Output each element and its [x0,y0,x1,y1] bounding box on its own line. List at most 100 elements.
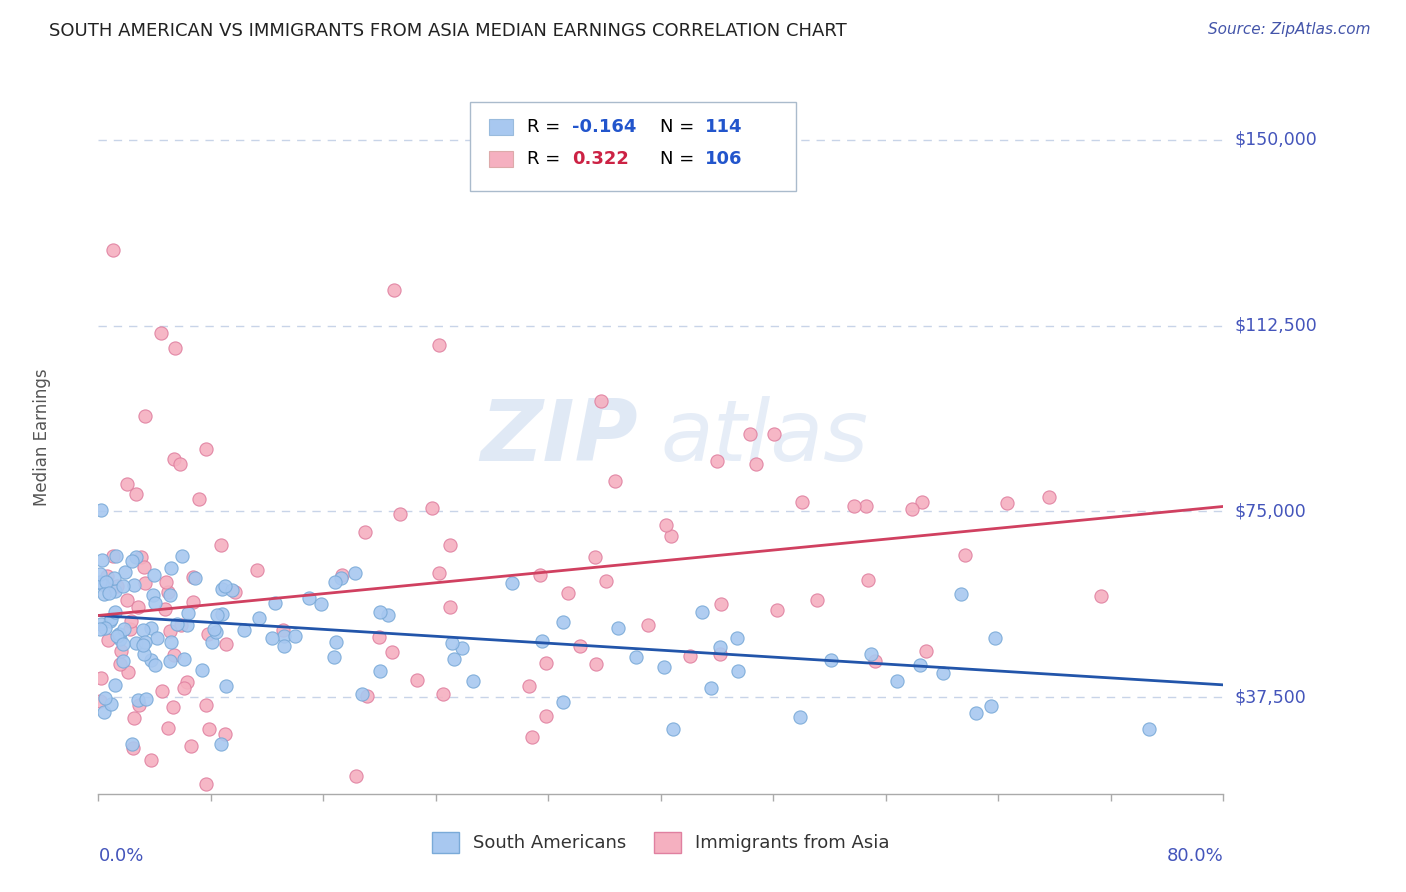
Text: SOUTH AMERICAN VS IMMIGRANTS FROM ASIA MEDIAN EARNINGS CORRELATION CHART: SOUTH AMERICAN VS IMMIGRANTS FROM ASIA M… [49,22,846,40]
Point [443,652,465,666]
Point [143,596,166,610]
Point [195,777,218,791]
Point [146,631,169,645]
Point [89,574,111,589]
Point [740,426,762,441]
Text: N =: N = [659,118,700,136]
Point [96,580,118,594]
Point [134,576,156,591]
Point [440,636,463,650]
Point [659,529,682,543]
Point [322,649,344,664]
Text: atlas: atlas [661,395,869,479]
Text: 0.322: 0.322 [572,150,628,168]
Point [583,550,606,565]
Point [356,689,378,703]
Point [221,582,243,597]
Text: $75,000: $75,000 [1234,502,1306,520]
Point [381,645,404,659]
Point [100,698,122,712]
Point [914,644,936,658]
Point [700,681,723,695]
Point [522,730,544,744]
Point [432,687,454,701]
Point [725,631,748,645]
Point [93,705,115,719]
Point [844,499,866,513]
Point [159,654,181,668]
Text: R =: R = [527,150,567,168]
Point [984,631,1007,645]
Point [90,503,112,517]
Point [162,700,184,714]
Point [143,657,166,672]
Point [108,627,131,641]
Point [710,597,733,611]
Text: $150,000: $150,000 [1234,131,1317,149]
Point [122,711,145,725]
Text: 114: 114 [704,118,742,136]
Point [706,453,728,467]
Point [134,634,156,648]
Point [370,665,392,679]
Point [662,722,685,736]
Point [553,695,575,709]
Point [111,637,134,651]
Point [607,621,630,635]
Point [94,621,117,635]
Point [325,634,347,648]
Point [125,636,148,650]
Point [103,571,125,585]
Text: $37,500: $37,500 [1234,689,1306,706]
Point [820,653,842,667]
Point [105,579,128,593]
Point [273,639,295,653]
Point [233,623,256,637]
Point [104,678,127,692]
Point [184,570,207,584]
Point [124,549,146,564]
Point [932,666,955,681]
Point [247,611,270,625]
Point [368,631,391,645]
Point [382,283,405,297]
Point [100,612,122,626]
Point [181,569,204,583]
Point [405,673,427,688]
Point [344,769,367,783]
Point [127,599,149,614]
Point [215,680,238,694]
Text: R =: R = [527,118,567,136]
Point [197,627,219,641]
Text: -0.164: -0.164 [572,118,637,136]
Point [215,637,238,651]
Text: 80.0%: 80.0% [1167,847,1223,865]
Point [190,663,212,677]
Point [534,709,557,723]
Point [209,538,232,552]
Text: 0.0%: 0.0% [98,847,143,865]
Point [132,560,155,574]
Point [105,629,128,643]
Point [159,624,181,638]
Point [246,563,269,577]
Legend: South Americans, Immigrants from Asia: South Americans, Immigrants from Asia [425,824,897,860]
Point [93,587,115,601]
Point [118,623,141,637]
Point [180,739,202,753]
Point [163,648,186,663]
Point [557,586,579,600]
Point [139,622,162,636]
Point [139,653,162,667]
Point [763,427,786,442]
Text: N =: N = [659,150,700,168]
Point [197,723,219,737]
Point [585,657,607,672]
Point [155,602,177,616]
Point [745,457,768,471]
Point [108,632,131,646]
Point [995,496,1018,510]
Point [330,571,353,585]
Point [173,681,195,696]
Point [859,647,882,661]
